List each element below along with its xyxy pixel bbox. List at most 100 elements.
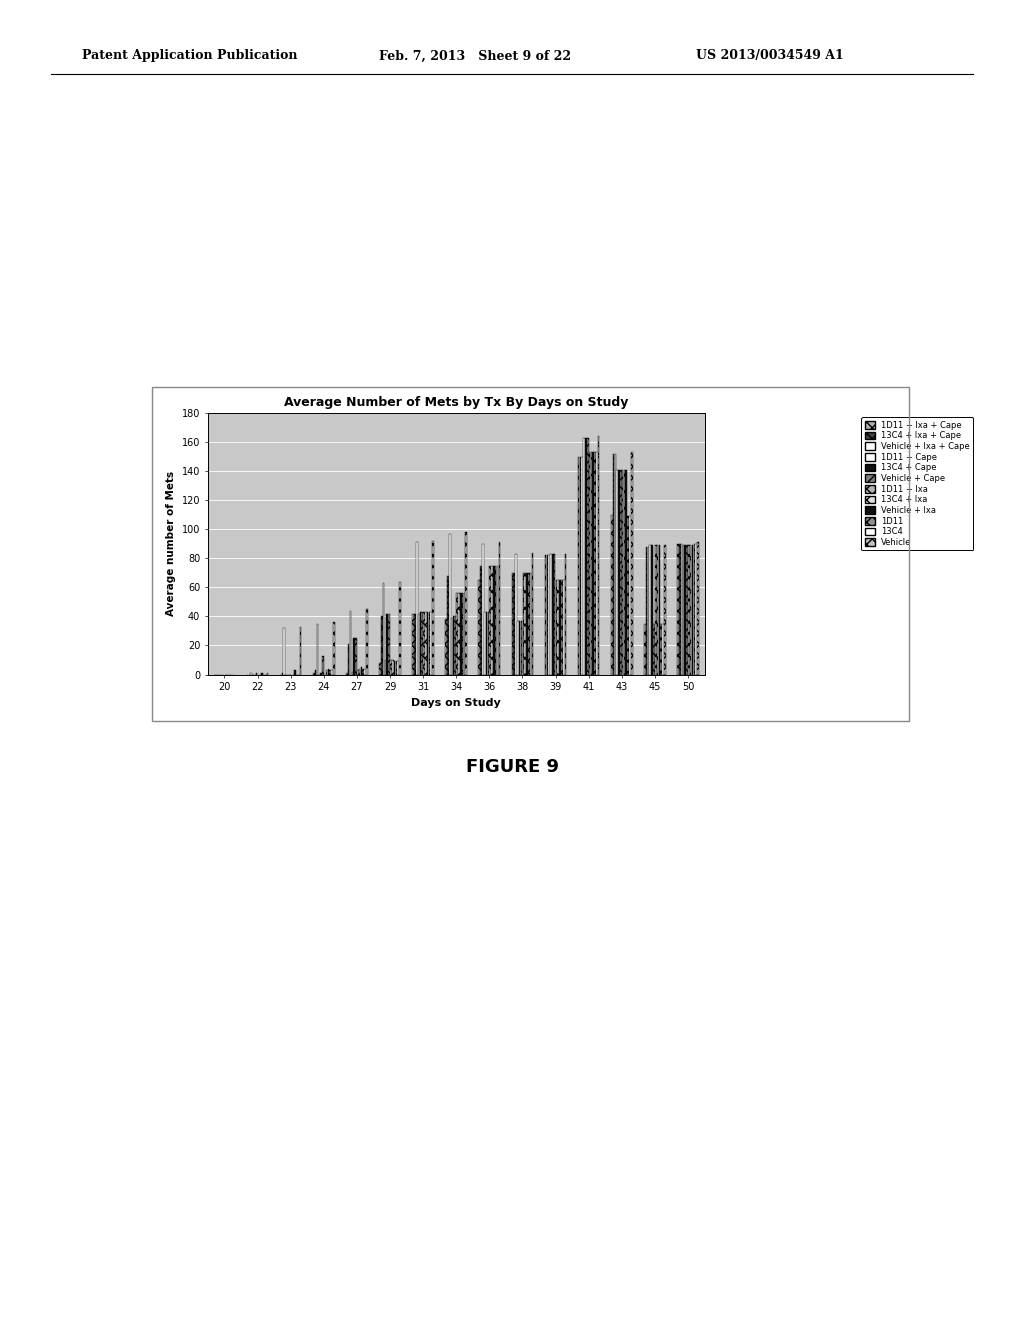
Bar (550, 554, 552, 675)
Bar (392, 660, 393, 675)
Bar (587, 438, 589, 675)
Bar (519, 620, 520, 675)
Bar (427, 612, 428, 675)
Title: Average Number of Mets by Tx By Days on Study: Average Number of Mets by Tx By Days on … (284, 396, 629, 409)
Bar (686, 545, 688, 675)
Bar (664, 545, 666, 675)
Bar (693, 544, 695, 675)
Bar (330, 671, 331, 675)
Bar (457, 593, 458, 675)
Bar (616, 470, 618, 675)
Bar (314, 671, 316, 675)
Bar (482, 544, 483, 675)
Bar (611, 515, 612, 675)
Bar (548, 556, 550, 675)
Bar (353, 639, 355, 675)
Bar (360, 668, 362, 675)
Bar (655, 545, 656, 675)
Bar (598, 437, 599, 675)
Bar (690, 545, 691, 675)
Bar (644, 623, 646, 675)
Bar (362, 669, 365, 675)
Bar (592, 453, 594, 675)
Bar (399, 582, 400, 675)
Bar (691, 545, 693, 675)
Bar (547, 556, 548, 675)
Bar (395, 661, 397, 675)
Bar (381, 616, 383, 675)
Bar (584, 438, 585, 675)
Bar (425, 612, 427, 675)
Bar (455, 616, 456, 675)
Text: Feb. 7, 2013   Sheet 9 of 22: Feb. 7, 2013 Sheet 9 of 22 (379, 49, 571, 62)
Text: Patent Application Publication: Patent Application Publication (82, 49, 297, 62)
Bar (591, 453, 592, 675)
Bar (458, 593, 460, 675)
Bar (348, 644, 349, 675)
Bar (649, 545, 651, 675)
Bar (478, 581, 480, 675)
Bar (349, 611, 351, 675)
Bar (585, 438, 587, 675)
Bar (333, 622, 335, 675)
Bar (266, 673, 268, 675)
Bar (366, 609, 368, 675)
Bar (499, 543, 500, 675)
Bar (612, 454, 614, 675)
Bar (346, 673, 348, 675)
Bar (326, 671, 328, 675)
Bar (677, 544, 679, 675)
Bar (563, 581, 564, 675)
Bar (679, 544, 681, 675)
Bar (386, 614, 388, 675)
Bar (658, 545, 660, 675)
Bar (495, 565, 497, 675)
Bar (256, 673, 257, 675)
Bar (589, 453, 591, 675)
Bar (697, 543, 698, 675)
Bar (596, 453, 598, 675)
Bar (647, 546, 649, 675)
Bar (385, 660, 386, 675)
Bar (681, 544, 682, 675)
Bar (512, 573, 513, 675)
Bar (294, 671, 296, 675)
Bar (554, 554, 555, 675)
Bar (465, 532, 467, 675)
Bar (594, 453, 596, 675)
Bar (464, 593, 465, 675)
Bar (489, 565, 492, 675)
Bar (413, 614, 414, 675)
Bar (526, 573, 527, 675)
Bar (390, 660, 392, 675)
Bar (416, 543, 418, 675)
Bar (528, 573, 529, 675)
Bar (561, 581, 563, 675)
Bar (351, 672, 353, 675)
Bar (321, 673, 322, 675)
Bar (513, 573, 515, 675)
Bar (524, 573, 526, 675)
Bar (480, 565, 482, 675)
Bar (313, 673, 314, 675)
Bar (300, 627, 301, 675)
Bar (663, 623, 664, 675)
Bar (564, 554, 566, 675)
Bar (388, 614, 390, 675)
Bar (656, 545, 658, 675)
Bar (557, 581, 559, 675)
Legend: 1D11 + lxa + Cape, 13C4 + lxa + Cape, Vehicle + lxa + Cape, 1D11 + Cape, 13C4 + : 1D11 + lxa + Cape, 13C4 + lxa + Cape, Ve… (861, 417, 974, 550)
Bar (497, 565, 499, 675)
Bar (322, 656, 324, 675)
Bar (484, 612, 485, 675)
Bar (316, 623, 318, 675)
Bar (414, 614, 416, 675)
Bar (688, 545, 690, 675)
Text: FIGURE 9: FIGURE 9 (466, 758, 558, 776)
Bar (420, 612, 421, 675)
Bar (653, 623, 654, 675)
Bar (357, 671, 358, 675)
Text: US 2013/0034549 A1: US 2013/0034549 A1 (696, 49, 844, 62)
Bar (695, 544, 697, 675)
Bar (284, 628, 285, 675)
